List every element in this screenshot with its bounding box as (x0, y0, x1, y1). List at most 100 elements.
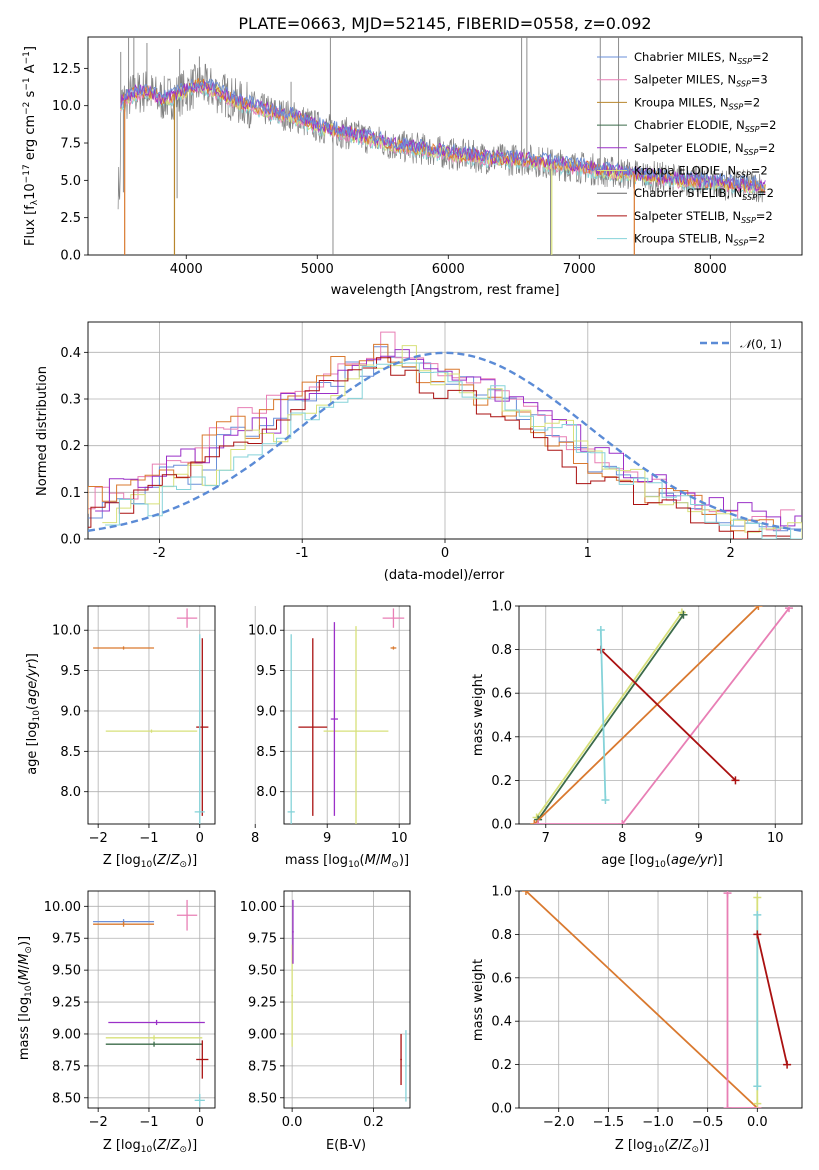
legend-entry: Kroupa MILES, NSSP=2 (634, 95, 760, 111)
age-vs-mass-xlabel: mass [log10(M/M⊙)] (285, 853, 409, 870)
x-tick-label: 0 (441, 546, 449, 561)
y-tick-label: 0.4 (60, 346, 81, 361)
age-vs-mass-panel: mass [log10(M/M⊙)] (285, 853, 409, 870)
y-tick-label: 9.5 (60, 664, 81, 679)
x-tick-label: 8000 (694, 262, 727, 277)
x-tick-label: 0.0 (747, 1115, 768, 1130)
spectrum-ylabel: Flux [fλ10−17 erg cm−2 s−1 A−1] (22, 46, 40, 246)
x-tick-label: −2 (89, 1115, 108, 1130)
x-tick-label: −2 (89, 831, 108, 846)
weight-marker (521, 891, 530, 895)
y-tick-label: 8.5 (256, 745, 277, 760)
weight-marker (723, 1104, 732, 1108)
legend-entry: Kroupa ELODIE, NSSP=2 (634, 164, 768, 180)
weight_vs_age-axes: 7 8 9 10 0.0 0.2 0.4 0.6 0.8 1.0 (491, 600, 803, 846)
y-tick-label: 7.5 (60, 137, 81, 152)
x-tick-label: 7000 (563, 262, 596, 277)
age-vs-metallicity-panel: Z [log10(Z/Z⊙)] age [log10(age/yr)] (25, 653, 197, 870)
weight_vs_Z-frame (518, 890, 803, 1109)
y-tick-label: 9.0 (256, 704, 277, 719)
y-tick-label: 0.0 (491, 1102, 512, 1117)
y-tick-label: 0.0 (60, 249, 81, 264)
weight_vs_Z-axes: −2.0 −1.5 −1.0 −0.5 0.0 0.0 0.2 0.4 0.6 0.8 1.0 (491, 885, 803, 1130)
weight-vs-z-ylabel: mass weight (471, 959, 486, 1041)
x-tick-label: 9 (323, 831, 331, 846)
y-tick-label: 8.50 (248, 1091, 277, 1106)
legend-entry: Salpeter MILES, NSSP=3 (634, 73, 768, 89)
age_vs_Z-points (93, 608, 209, 824)
weight_vs_age-lines (530, 606, 793, 824)
y-tick-label: 9.50 (248, 964, 277, 979)
y-tick-label: 0.6 (491, 971, 512, 986)
y-tick-label: 10.0 (248, 624, 277, 639)
y-tick-label: 0.4 (491, 1015, 512, 1030)
mass_vs_ebv-axes: 0.0 0.2 8.50 8.75 9.00 9.25 9.50 9.75 10.00 (240, 890, 411, 1130)
y-tick-label: 1.0 (491, 885, 512, 900)
model-spectrum-line (120, 78, 766, 191)
age-vs-z-xlabel: Z [log10(Z/Z⊙)] (103, 853, 197, 870)
weight-line (525, 891, 758, 1108)
weight-marker (753, 893, 762, 902)
x-tick-label: 9 (695, 831, 703, 846)
weight-marker (534, 820, 543, 824)
residual-histogram (105, 362, 802, 539)
residuals-legend: 𝒩(0, 1) (700, 337, 782, 351)
age_vs_mass-frame (283, 605, 411, 825)
y-tick-label: 0.2 (491, 1058, 512, 1073)
weight-vs-age-panel: age [log10(age/yr)] mass weight (471, 674, 723, 870)
weight-marker (753, 1082, 762, 1091)
age_vs_Z-axes: −2 −1 0 8.0 8.5 9.0 9.5 10.0 (52, 605, 216, 846)
y-tick-label: 8.0 (256, 785, 277, 800)
y-tick-label: 9.75 (248, 932, 277, 947)
x-tick-label: 4000 (170, 262, 203, 277)
y-tick-label: 10.0 (52, 624, 81, 639)
residuals-xlabel: (data-model)/error (384, 568, 505, 583)
mass-vs-metallicity-panel: Z [log10(Z/Z⊙)] mass [log10(M/M⊙)] (17, 936, 197, 1155)
chart-marks: 4000 5000 6000 7000 80000.02.55.07.510.012.5… (44, 36, 803, 1130)
weight-line (533, 606, 760, 824)
weight-marker (753, 1099, 762, 1108)
y-tick-label: 0.4 (491, 730, 512, 745)
residuals-axes: -2 -1 0 1 2 0.0 0.1 0.2 0.3 0.4 (60, 321, 803, 561)
y-tick-label: 0.2 (491, 774, 512, 789)
x-tick-label: -2 (153, 546, 166, 561)
weight-vs-metallicity-panel: Z [log10(Z/Z⊙)] mass weight (471, 959, 709, 1155)
x-tick-label: −0.5 (692, 1115, 724, 1130)
spectrum-axes: 4000 5000 6000 7000 8000 0.0 2.5 5.0 7.5 10.0 12.5 (52, 36, 803, 277)
legend-entry: Kroupa STELIB, NSSP=2 (634, 232, 765, 248)
y-tick-label: 8.5 (60, 745, 81, 760)
weight_vs_Z-lines (521, 891, 792, 1108)
spectrum-legend: Chabrier MILES, NSSP=2 Salpeter MILES, NS… (597, 50, 776, 248)
x-tick-label: −1.0 (642, 1115, 674, 1130)
x-tick-label: 2 (726, 546, 734, 561)
x-tick-label: 8 (618, 831, 626, 846)
mass-vs-extinction-panel: E(B-V) (326, 1138, 366, 1153)
weight-line (538, 607, 790, 824)
x-tick-label: 5000 (301, 262, 334, 277)
mass_vs_Z-axes: −2 −1 0 8.50 8.75 9.00 9.25 9.50 9.75 10.00 (44, 890, 216, 1130)
x-tick-label: 10 (391, 831, 408, 846)
y-tick-label: 10.00 (240, 900, 277, 915)
weight-line (600, 648, 737, 782)
weight-marker (530, 820, 539, 824)
y-tick-label: 0.8 (491, 643, 512, 658)
residuals-panel: (data-model)/error Normed distribution (35, 366, 505, 583)
legend-entry: Salpeter ELODIE, NSSP=2 (634, 141, 775, 157)
x-tick-label: 6000 (432, 262, 465, 277)
legend-entry: 𝒩(0, 1) (740, 337, 782, 351)
age_vs_mass-axes: 8 9 10 8.0 8.5 9.0 9.5 10.0 (248, 605, 411, 846)
weight-vs-z-xlabel: Z [log10(Z/Z⊙)] (615, 1138, 709, 1155)
x-tick-label: 0 (196, 1115, 204, 1130)
weight-marker (601, 796, 610, 805)
mass_vs_ebv-points (291, 899, 407, 1102)
mass-vs-z-ylabel: mass [log10(M/M⊙)] (17, 936, 34, 1060)
x-tick-label: 0.0 (282, 1115, 303, 1130)
x-tick-label: 7 (542, 831, 550, 846)
x-tick-label: 0.2 (363, 1115, 384, 1130)
x-tick-label: −1 (139, 1115, 158, 1130)
weight-line (537, 614, 685, 821)
weight-vs-age-ylabel: mass weight (471, 674, 486, 756)
y-tick-label: 2.5 (60, 211, 81, 226)
spectrum-frame (87, 36, 803, 256)
